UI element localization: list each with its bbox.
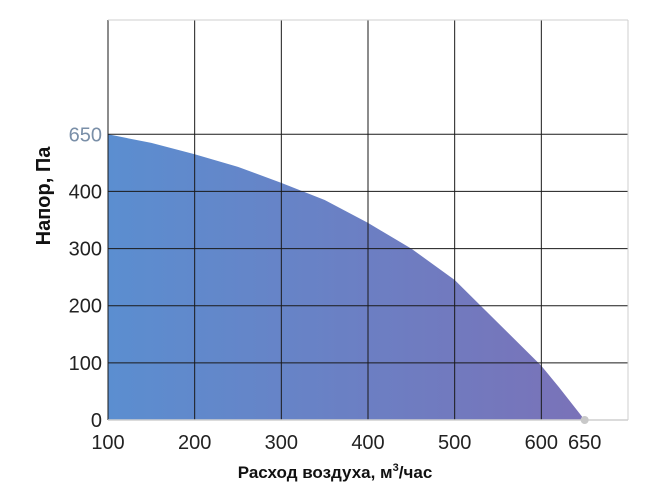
x-tick-labels: 100 200 300 400 500 600 650 xyxy=(91,432,601,454)
x-tick-label-600: 600 xyxy=(525,432,558,454)
x-axis-title-tail: /час xyxy=(399,463,433,482)
x-tick-label-300: 300 xyxy=(265,432,298,454)
series-area-0 xyxy=(108,134,585,421)
y-tick-label-650: 650 xyxy=(69,124,102,146)
x-tick-label-100: 100 xyxy=(91,432,124,454)
y-tick-label-300: 300 xyxy=(69,239,102,261)
x-tick-label-200: 200 xyxy=(178,432,211,454)
x-tick-label-650: 650 xyxy=(568,432,601,454)
x-axis-title-sup: 3 xyxy=(393,462,399,474)
end-marker xyxy=(580,416,589,424)
y-tick-label-400: 400 xyxy=(69,181,102,203)
frame-layer xyxy=(108,19,629,424)
y-tick-label-100: 100 xyxy=(69,353,102,375)
x-tick-label-400: 400 xyxy=(351,432,384,454)
y-axis-title: Напор, Па xyxy=(33,146,55,246)
x-tick-label-500: 500 xyxy=(438,432,471,454)
x-axis-title: Расход воздуха, м3/час xyxy=(238,462,433,482)
area-layer xyxy=(108,134,585,421)
y-tick-label-0: 0 xyxy=(91,410,102,432)
y-tick-labels: 0 100 200 300 400 650 xyxy=(69,124,102,432)
x-axis-title-main: Расход воздуха, м xyxy=(238,463,393,482)
y-tick-label-200: 200 xyxy=(69,296,102,318)
